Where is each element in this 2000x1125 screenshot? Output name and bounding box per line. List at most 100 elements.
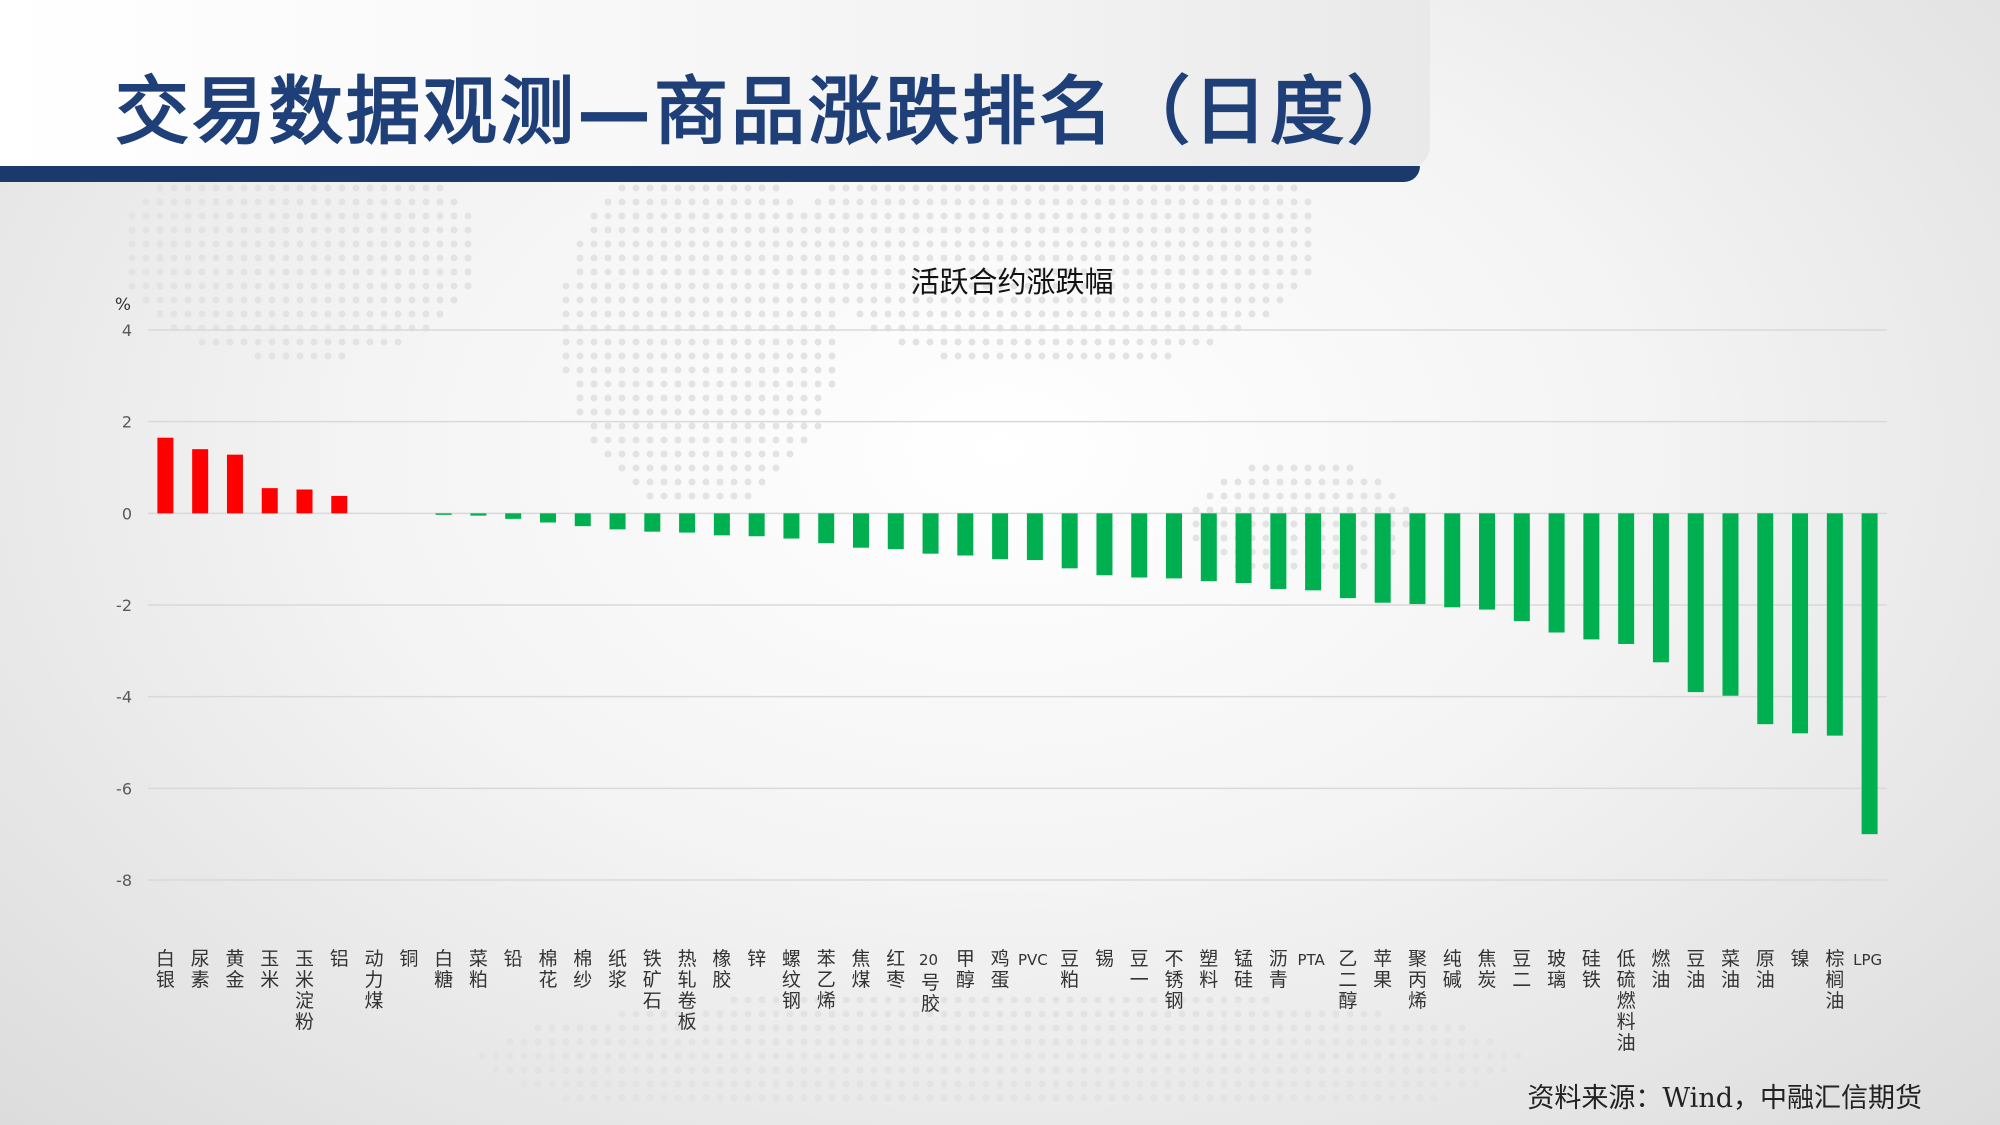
map-dot bbox=[212, 268, 220, 276]
map-dot bbox=[436, 184, 444, 192]
map-dot bbox=[254, 268, 262, 276]
x-tick-label: 黄金 bbox=[225, 948, 244, 991]
map-dot bbox=[590, 1080, 598, 1088]
map-dot bbox=[212, 212, 220, 220]
x-tick-label: 苹果 bbox=[1373, 948, 1392, 991]
map-dot bbox=[1080, 352, 1088, 360]
map-dot bbox=[436, 296, 444, 304]
map-dot bbox=[1220, 520, 1228, 528]
x-tick-label: 棉花 bbox=[538, 948, 557, 991]
map-dot bbox=[912, 296, 920, 304]
map-dot bbox=[1234, 296, 1242, 304]
map-dot bbox=[1500, 1052, 1508, 1060]
map-dot bbox=[814, 366, 822, 374]
map-dot bbox=[814, 996, 822, 1004]
x-tick-label: 铜 bbox=[399, 948, 418, 970]
map-dot bbox=[310, 184, 318, 192]
map-dot bbox=[996, 296, 1004, 304]
map-dot bbox=[1024, 1052, 1032, 1060]
map-dot bbox=[730, 268, 738, 276]
map-dot bbox=[1052, 352, 1060, 360]
map-dot bbox=[688, 198, 696, 206]
map-dot bbox=[1220, 1066, 1228, 1074]
map-dot bbox=[744, 1094, 752, 1102]
map-dot bbox=[912, 226, 920, 234]
map-dot bbox=[1192, 226, 1200, 234]
map-dot bbox=[730, 254, 738, 262]
bar-白糖 bbox=[435, 513, 452, 515]
map-dot bbox=[828, 198, 836, 206]
map-dot bbox=[254, 310, 262, 318]
map-dot bbox=[814, 212, 822, 220]
map-dot bbox=[1430, 1052, 1438, 1060]
map-dot bbox=[716, 198, 724, 206]
map-dot bbox=[240, 240, 248, 248]
map-dot bbox=[1136, 1038, 1144, 1046]
map-dot bbox=[688, 380, 696, 388]
map-dot bbox=[128, 226, 136, 234]
map-dot bbox=[1080, 338, 1088, 346]
map-dot bbox=[590, 380, 598, 388]
map-dot bbox=[1402, 1080, 1410, 1088]
map-dot bbox=[394, 254, 402, 262]
map-dot bbox=[1402, 1038, 1410, 1046]
map-dot bbox=[1178, 1038, 1186, 1046]
map-dot bbox=[1136, 226, 1144, 234]
map-dot bbox=[1192, 1094, 1200, 1102]
map-dot bbox=[338, 198, 346, 206]
map-dot bbox=[1066, 1052, 1074, 1060]
map-dot bbox=[618, 338, 626, 346]
map-dot bbox=[688, 1010, 696, 1018]
map-dot bbox=[772, 184, 780, 192]
map-dot bbox=[1024, 338, 1032, 346]
map-dot bbox=[296, 296, 304, 304]
map-dot bbox=[1192, 1024, 1200, 1032]
map-dot bbox=[1220, 226, 1228, 234]
x-tick-label: 鸡蛋 bbox=[991, 948, 1010, 991]
map-dot bbox=[800, 1080, 808, 1088]
map-dot bbox=[170, 254, 178, 262]
map-dot bbox=[1192, 310, 1200, 318]
map-dot bbox=[450, 212, 458, 220]
map-dot bbox=[926, 1066, 934, 1074]
map-dot bbox=[940, 338, 948, 346]
map-dot bbox=[688, 254, 696, 262]
map-dot bbox=[842, 1094, 850, 1102]
map-dot bbox=[786, 296, 794, 304]
map-dot bbox=[828, 1066, 836, 1074]
map-dot bbox=[814, 310, 822, 318]
map-dot bbox=[828, 184, 836, 192]
map-dot bbox=[1150, 996, 1158, 1004]
map-dot bbox=[268, 198, 276, 206]
map-dot bbox=[408, 198, 416, 206]
map-dot bbox=[870, 996, 878, 1004]
map-dot bbox=[1262, 226, 1270, 234]
map-dot bbox=[646, 464, 654, 472]
map-dot bbox=[1332, 1094, 1340, 1102]
map-dot bbox=[1038, 212, 1046, 220]
map-dot bbox=[744, 1052, 752, 1060]
map-dot bbox=[898, 1094, 906, 1102]
map-dot bbox=[1122, 212, 1130, 220]
map-dot bbox=[716, 1038, 724, 1046]
map-dot bbox=[814, 198, 822, 206]
map-dot bbox=[1388, 1038, 1396, 1046]
map-dot bbox=[366, 226, 374, 234]
map-dot bbox=[940, 296, 948, 304]
map-dot bbox=[646, 450, 654, 458]
map-dot bbox=[1066, 240, 1074, 248]
map-dot bbox=[1122, 310, 1130, 318]
map-dot bbox=[1276, 492, 1284, 500]
map-dot bbox=[1262, 492, 1270, 500]
map-dot bbox=[1318, 1010, 1326, 1018]
map-dot bbox=[772, 1052, 780, 1060]
map-dot bbox=[590, 366, 598, 374]
map-dot bbox=[870, 296, 878, 304]
map-dot bbox=[730, 1010, 738, 1018]
map-dot bbox=[1192, 184, 1200, 192]
map-dot bbox=[870, 226, 878, 234]
map-dot bbox=[730, 184, 738, 192]
map-dot bbox=[702, 254, 710, 262]
map-dot bbox=[814, 240, 822, 248]
map-dot bbox=[352, 184, 360, 192]
